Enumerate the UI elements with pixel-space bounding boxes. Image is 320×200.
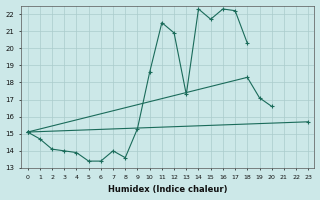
X-axis label: Humidex (Indice chaleur): Humidex (Indice chaleur): [108, 185, 228, 194]
